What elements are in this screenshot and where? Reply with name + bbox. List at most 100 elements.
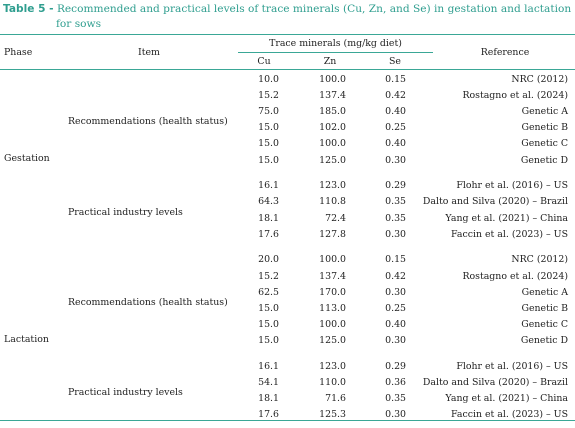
zn-value: 100.0: [319, 254, 346, 266]
se-value: 0.30: [385, 409, 406, 420]
zn-value: 127.8: [319, 228, 346, 240]
reference-cell: Flohr et al. (2016) – US: [456, 360, 568, 372]
reference-cell: Genetic B: [521, 122, 568, 134]
cu-value: 15.0: [258, 302, 279, 314]
header-item: Item: [138, 47, 160, 58]
se-value: 0.15: [385, 74, 406, 85]
table-label: Table 5 -: [3, 3, 54, 15]
zn-value: 100.0: [319, 74, 346, 85]
phase-label: Gestation: [4, 153, 50, 165]
se-value: 0.29: [385, 180, 406, 192]
top-rule: [0, 34, 575, 35]
zn-value: 72.4: [325, 212, 346, 224]
zn-value: 170.0: [319, 286, 346, 298]
se-value: 0.30: [385, 334, 406, 346]
cu-value: 15.0: [258, 318, 279, 330]
cu-value: 15.0: [258, 334, 279, 346]
se-value: 0.15: [385, 254, 406, 266]
caption-text-continued: for sows: [56, 18, 102, 30]
header-cu: Cu: [257, 56, 271, 67]
header-trace-minerals: Trace minerals (mg/kg diet): [269, 38, 402, 49]
zn-value: 137.4: [319, 270, 346, 282]
item-label: Practical industry levels: [68, 386, 183, 398]
header-phase: Phase: [4, 47, 33, 58]
reference-cell: Rostagno et al. (2024): [462, 90, 568, 102]
cu-value: 15.0: [258, 122, 279, 134]
caption-text: Recommended and practical levels of trac…: [56, 3, 575, 15]
cu-value: 15.2: [258, 270, 279, 282]
cu-value: 15.0: [258, 138, 279, 150]
item-label: Recommendations (health status): [68, 296, 228, 308]
zn-value: 110.0: [319, 376, 346, 388]
cu-value: 16.1: [258, 360, 279, 372]
item-label: Recommendations (health status): [68, 116, 228, 128]
reference-cell: Genetic C: [521, 138, 568, 150]
se-value: 0.35: [385, 212, 406, 224]
reference-cell: NRC (2012): [511, 254, 568, 266]
se-value: 0.40: [385, 138, 406, 150]
zn-value: 123.0: [319, 180, 346, 192]
se-value: 0.25: [385, 122, 406, 134]
zn-value: 110.8: [319, 196, 346, 208]
cu-value: 17.6: [258, 228, 279, 240]
se-value: 0.30: [385, 228, 406, 240]
cu-value: 64.3: [258, 196, 279, 208]
reference-cell: Dalto and Silva (2020) – Brazil: [422, 376, 568, 388]
cu-value: 15.2: [258, 90, 279, 102]
zn-value: 185.0: [319, 106, 346, 118]
zn-value: 100.0: [319, 318, 346, 330]
se-value: 0.35: [385, 196, 406, 208]
group-header-rule: [238, 52, 433, 53]
reference-cell: Genetic C: [521, 318, 568, 330]
zn-value: 125.0: [319, 154, 346, 166]
cu-value: 18.1: [258, 392, 279, 404]
phase-label: Lactation: [4, 333, 49, 345]
reference-cell: Genetic D: [520, 334, 568, 346]
zn-value: 125.3: [319, 409, 346, 420]
cu-value: 62.5: [258, 286, 279, 298]
header-reference: Reference: [480, 47, 530, 58]
se-value: 0.25: [385, 302, 406, 314]
se-value: 0.42: [385, 270, 406, 282]
reference-cell: NRC (2012): [511, 74, 568, 85]
reference-cell: Yang et al. (2021) – China: [445, 212, 568, 224]
se-value: 0.30: [385, 286, 406, 298]
se-value: 0.35: [385, 392, 406, 404]
header-zn: Zn: [323, 56, 337, 67]
zn-value: 125.0: [319, 334, 346, 346]
se-value: 0.36: [385, 376, 406, 388]
se-value: 0.40: [385, 106, 406, 118]
cu-value: 54.1: [258, 376, 279, 388]
reference-cell: Faccin et al. (2023) – US: [451, 228, 568, 240]
se-value: 0.30: [385, 154, 406, 166]
se-value: 0.42: [385, 90, 406, 102]
reference-cell: Genetic B: [521, 302, 568, 314]
reference-cell: Genetic A: [521, 106, 568, 118]
cu-value: 10.0: [258, 74, 279, 85]
cu-value: 75.0: [258, 106, 279, 118]
reference-cell: Yang et al. (2021) – China: [445, 392, 568, 404]
se-value: 0.29: [385, 360, 406, 372]
zn-value: 71.6: [325, 392, 346, 404]
reference-cell: Genetic A: [521, 286, 568, 298]
header-rule: [0, 69, 575, 70]
header-se: Se: [389, 56, 401, 67]
reference-cell: Flohr et al. (2016) – US: [456, 180, 568, 192]
reference-cell: Rostagno et al. (2024): [462, 270, 568, 282]
bottom-rule: [0, 420, 575, 421]
se-value: 0.40: [385, 318, 406, 330]
reference-cell: Genetic D: [520, 154, 568, 166]
cu-value: 15.0: [258, 154, 279, 166]
cu-value: 16.1: [258, 180, 279, 192]
zn-value: 100.0: [319, 138, 346, 150]
table-caption: Table 5 - Recommended and practical leve…: [3, 2, 575, 32]
zn-value: 102.0: [319, 122, 346, 134]
cu-value: 18.1: [258, 212, 279, 224]
cu-value: 17.6: [258, 409, 279, 420]
item-label: Practical industry levels: [68, 206, 183, 218]
reference-cell: Dalto and Silva (2020) – Brazil: [422, 196, 568, 208]
reference-cell: Faccin et al. (2023) – US: [451, 409, 568, 420]
zn-value: 123.0: [319, 360, 346, 372]
cu-value: 20.0: [258, 254, 279, 266]
zn-value: 137.4: [319, 90, 346, 102]
